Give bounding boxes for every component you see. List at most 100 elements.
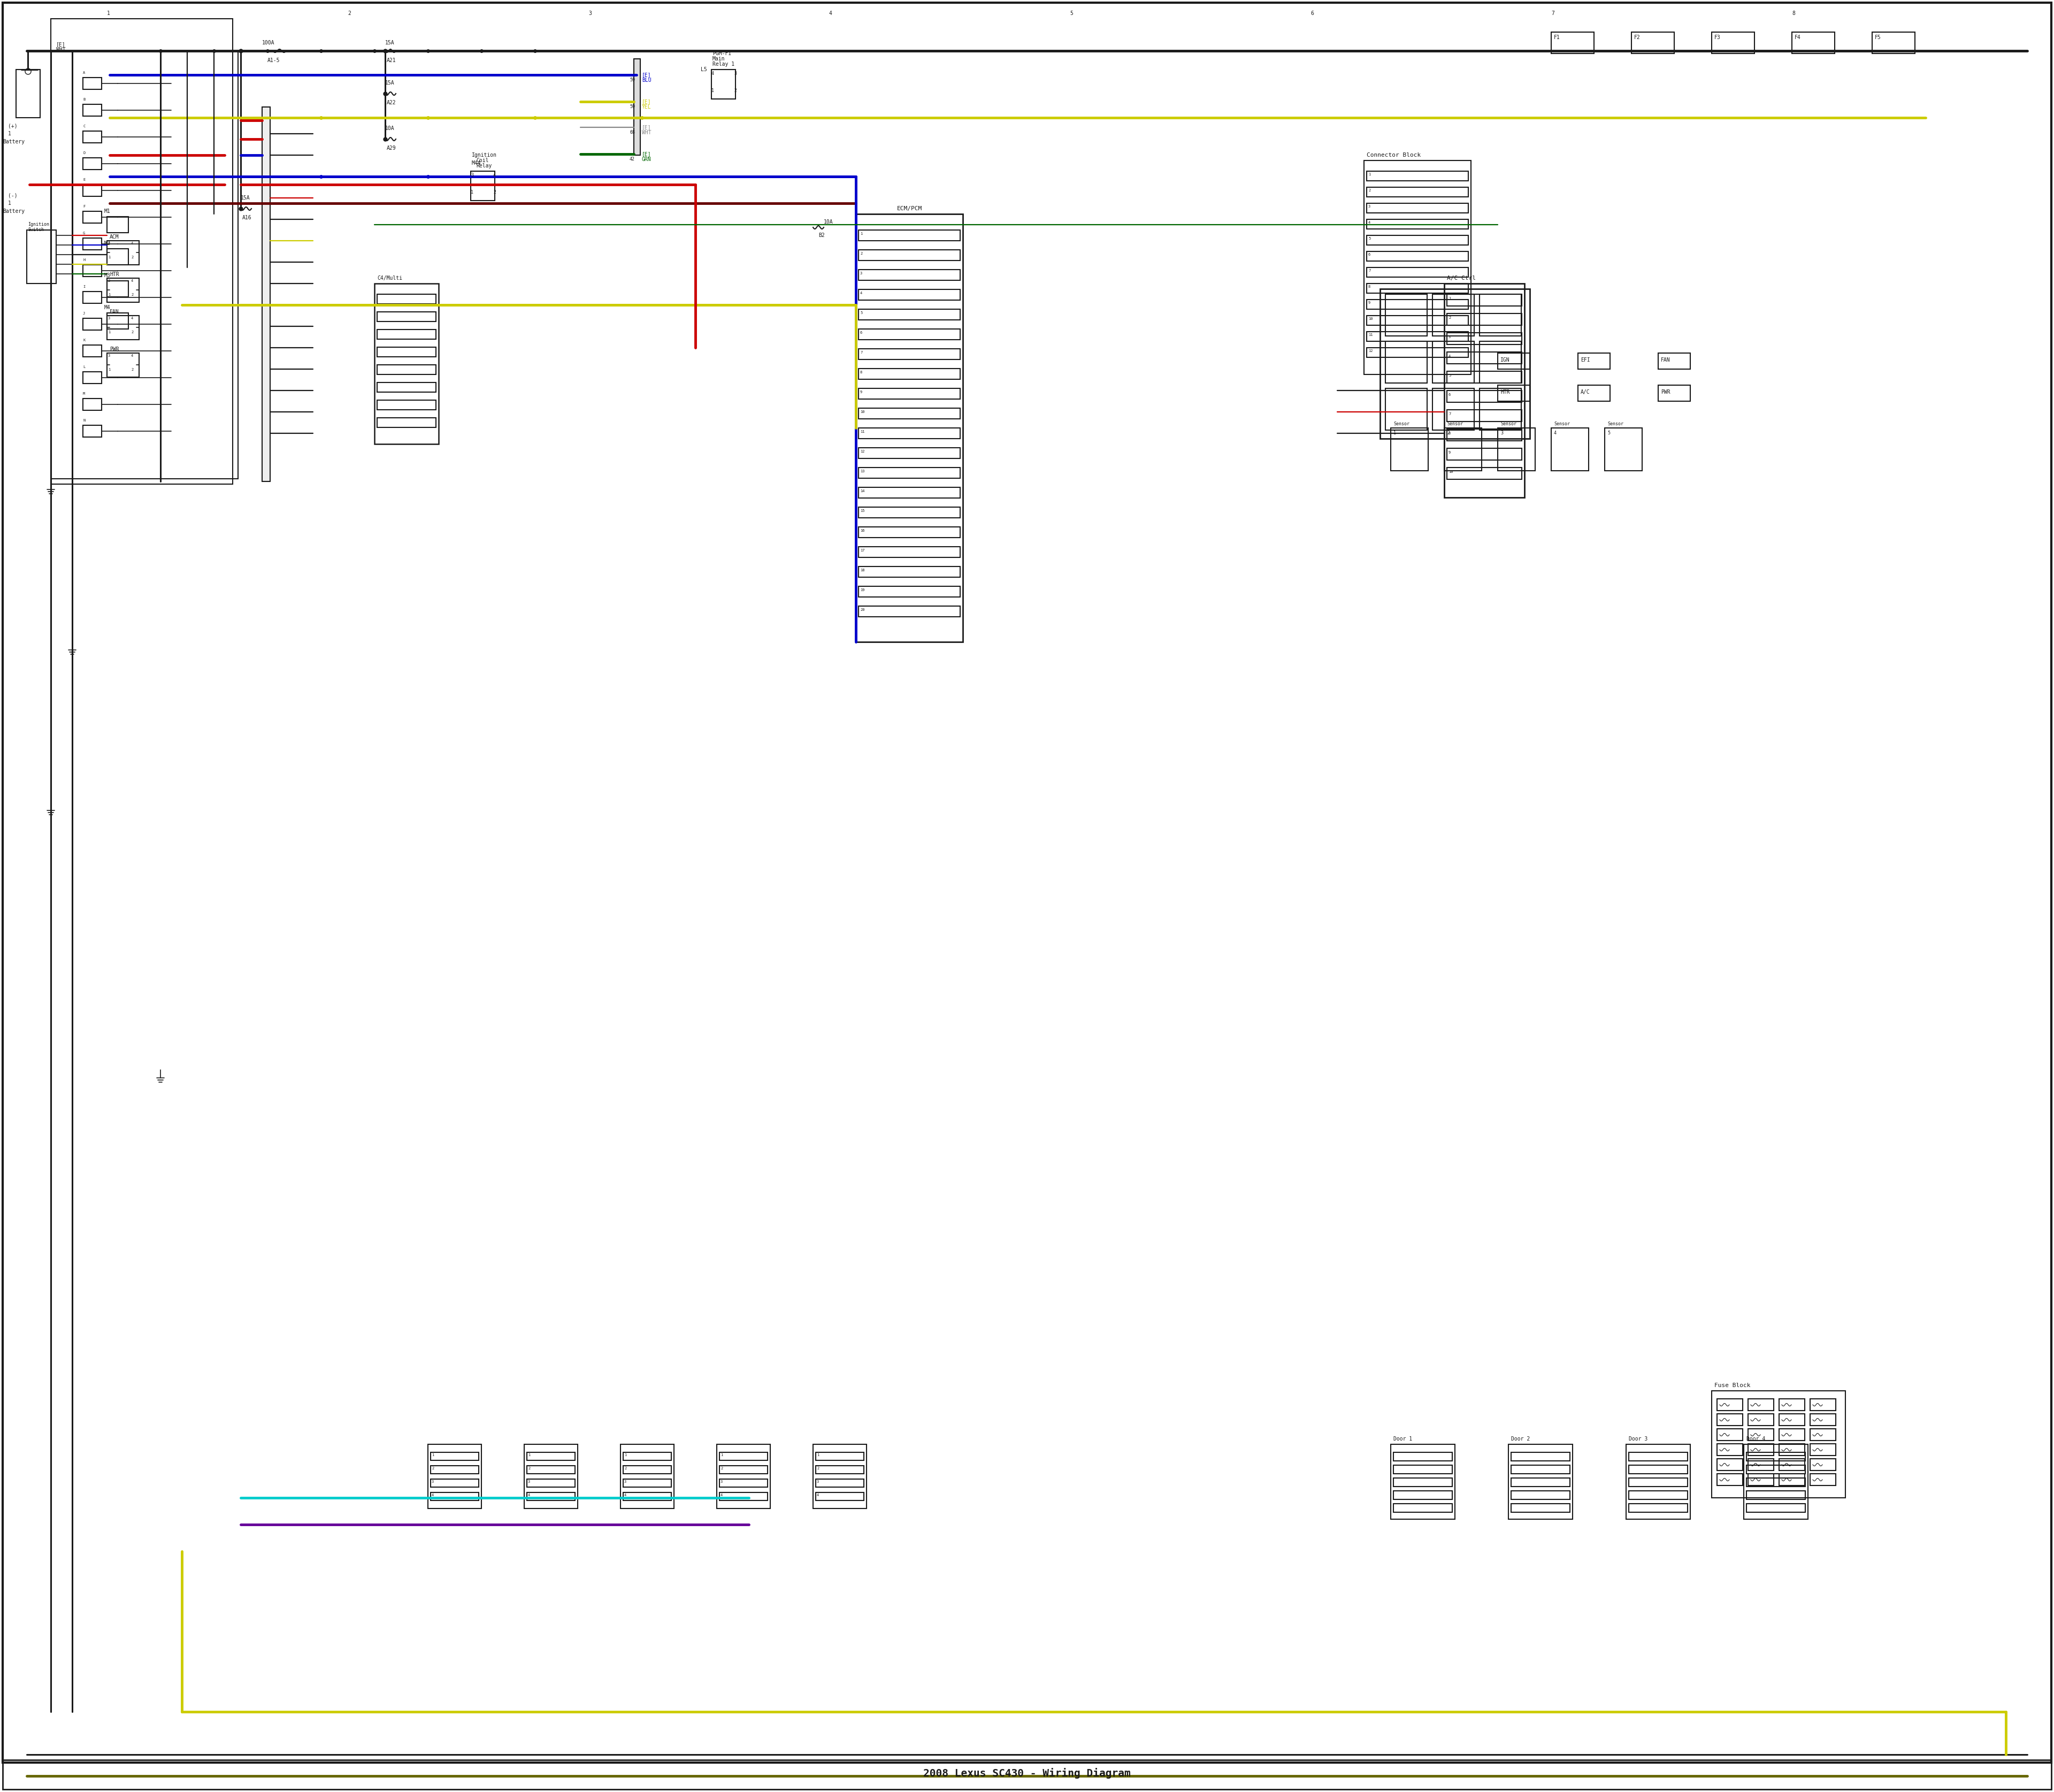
Text: I: I: [82, 285, 84, 289]
Bar: [431, 1478, 479, 1487]
Text: Relay: Relay: [477, 163, 491, 168]
Text: 2: 2: [721, 1468, 723, 1469]
Bar: [1779, 1400, 1805, 1410]
Bar: [1717, 1444, 1742, 1455]
Text: PGM-FI: PGM-FI: [713, 50, 731, 56]
Bar: [1746, 1491, 1805, 1500]
Text: F3: F3: [1715, 34, 1721, 39]
Text: 2: 2: [131, 256, 134, 258]
Text: 3: 3: [587, 11, 592, 16]
Text: 2008 Lexus SC430 - Wiring Diagram: 2008 Lexus SC430 - Wiring Diagram: [924, 1769, 1130, 1779]
Text: 10: 10: [1368, 317, 1372, 321]
Bar: [528, 1493, 575, 1500]
Bar: [1497, 428, 1534, 471]
Text: Door 4: Door 4: [1746, 1435, 1764, 1441]
Text: 4: 4: [861, 292, 863, 294]
Bar: [1393, 1452, 1452, 1460]
Text: (+): (+): [8, 124, 16, 129]
Bar: [859, 349, 959, 360]
Text: M4: M4: [105, 305, 111, 310]
Bar: [620, 1444, 674, 1509]
Bar: [1366, 172, 1469, 181]
Bar: [82, 292, 101, 303]
Text: Sensor: Sensor: [1393, 421, 1409, 426]
Bar: [622, 1452, 672, 1460]
Text: A21: A21: [386, 57, 396, 63]
Text: E: E: [82, 177, 84, 181]
Text: A1-5: A1-5: [267, 57, 279, 63]
Bar: [1748, 1473, 1775, 1486]
Bar: [1551, 32, 1594, 54]
Text: 4: 4: [528, 1493, 530, 1496]
Bar: [1779, 1473, 1805, 1486]
Text: 100A: 100A: [263, 39, 275, 45]
Bar: [82, 158, 101, 170]
Text: 5: 5: [1368, 237, 1370, 240]
Text: 5: 5: [1608, 430, 1610, 435]
Bar: [2, 1760, 2052, 1790]
Bar: [859, 487, 959, 498]
Bar: [1629, 1503, 1688, 1512]
Bar: [1446, 314, 1522, 324]
Bar: [1748, 1428, 1775, 1441]
Text: 1: 1: [861, 233, 863, 235]
Text: 6: 6: [861, 332, 863, 335]
Bar: [719, 1478, 768, 1487]
Text: 1: 1: [1368, 172, 1370, 176]
Bar: [1432, 340, 1475, 383]
Bar: [1748, 1400, 1775, 1410]
Bar: [1366, 219, 1469, 229]
Text: 10A: 10A: [824, 219, 834, 224]
Text: A/C Ctrl: A/C Ctrl: [1446, 276, 1475, 281]
Text: 68: 68: [631, 131, 635, 134]
Text: 1: 1: [528, 1453, 530, 1457]
Text: 2: 2: [733, 88, 737, 93]
Text: 1: 1: [624, 1453, 626, 1457]
Bar: [1629, 1466, 1688, 1473]
Bar: [815, 1466, 865, 1473]
Text: 4: 4: [131, 242, 134, 246]
Bar: [1366, 283, 1469, 294]
Text: 2: 2: [1368, 188, 1370, 192]
Bar: [1366, 186, 1469, 197]
Bar: [1658, 353, 1690, 369]
Bar: [1393, 1466, 1452, 1473]
Bar: [859, 428, 959, 439]
Bar: [1746, 1452, 1805, 1460]
Text: M3: M3: [105, 272, 111, 278]
Bar: [82, 319, 101, 330]
Text: 17: 17: [861, 548, 865, 552]
Text: 3: 3: [721, 1480, 723, 1484]
Bar: [107, 314, 127, 330]
Bar: [1364, 161, 1471, 375]
Text: ACM: ACM: [109, 235, 119, 240]
Text: 20: 20: [861, 607, 865, 611]
Text: A16: A16: [242, 215, 253, 220]
Text: 8: 8: [1791, 11, 1795, 16]
Text: 42: 42: [631, 156, 635, 161]
Bar: [815, 1452, 865, 1460]
Text: 3: 3: [109, 280, 111, 283]
Text: Switch: Switch: [29, 228, 43, 233]
Bar: [1629, 1452, 1688, 1460]
Text: A: A: [82, 72, 84, 73]
Text: 15A: 15A: [386, 39, 394, 45]
Bar: [1446, 448, 1522, 461]
Text: 1: 1: [721, 1453, 723, 1457]
Bar: [427, 1444, 481, 1509]
Bar: [719, 1493, 768, 1500]
Text: 2: 2: [817, 1468, 820, 1469]
Text: 1: 1: [711, 88, 715, 93]
Bar: [1748, 1459, 1775, 1471]
Bar: [1366, 202, 1469, 213]
Bar: [1717, 1414, 1742, 1426]
Bar: [82, 211, 101, 222]
Text: 3: 3: [109, 242, 111, 246]
Text: F1: F1: [1555, 34, 1561, 39]
Text: M2: M2: [105, 240, 111, 246]
Text: 12: 12: [1368, 349, 1372, 353]
Text: 4: 4: [1555, 430, 1557, 435]
Bar: [82, 238, 101, 249]
Text: 8: 8: [1448, 432, 1450, 435]
Bar: [1432, 294, 1475, 335]
